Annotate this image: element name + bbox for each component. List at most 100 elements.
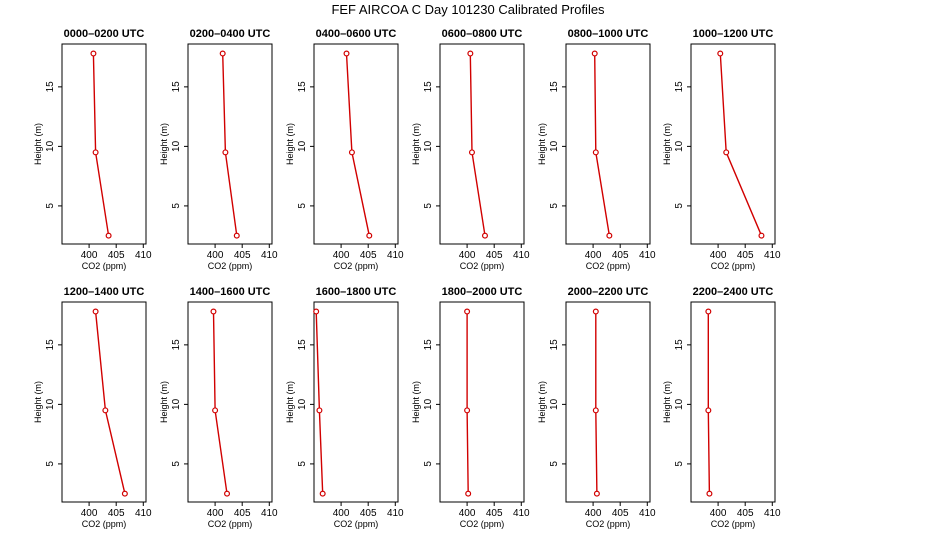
panel-6: 1000–1200 UTC 400 405 410 5 10 15 CO2 (ppm) Heig… [662, 28, 781, 271]
data-point [92, 308, 99, 315]
x-tick-label: 405 [612, 508, 629, 519]
panel-1: 0000–0200 UTC 400 405 410 5 10 15 CO2 (ppm) Heig… [33, 28, 152, 271]
x-axis-label: CO2 (ppm) [208, 519, 253, 529]
y-tick-label: 15 [45, 81, 56, 93]
data-point [348, 149, 355, 156]
panel-title: 2000–2200 UTC [568, 286, 649, 298]
profile-line [595, 311, 598, 494]
x-axis-label: CO2 (ppm) [208, 261, 253, 271]
panel-5: 0800–1000 UTC 400 405 410 5 10 15 CO2 (ppm) Heig… [537, 28, 656, 271]
y-tick-label: 5 [171, 461, 182, 467]
x-tick-label: 410 [387, 250, 404, 261]
y-tick-label: 10 [549, 140, 560, 152]
panel-title: 0400–0600 UTC [316, 28, 397, 40]
x-tick-label: 405 [737, 508, 754, 519]
x-tick-label: 405 [234, 250, 251, 261]
x-axis-label: CO2 (ppm) [586, 261, 631, 271]
profile-line [222, 53, 238, 236]
x-tick-label: 400 [585, 508, 602, 519]
x-tick-label: 405 [486, 250, 503, 261]
x-tick-label: 400 [81, 508, 98, 519]
panel-9: 1600–1800 UTC 400 405 410 5 10 15 CO2 (ppm) Heig… [285, 286, 404, 529]
x-tick-label: 410 [639, 508, 656, 519]
panel-12: 2200–2400 UTC 400 405 410 5 10 15 CO2 (ppm) Heig… [662, 286, 781, 529]
y-axis-label: Height (m) [537, 381, 547, 423]
x-axis-label: CO2 (ppm) [586, 519, 631, 529]
data-point [92, 149, 99, 156]
data-point [481, 232, 488, 239]
data-point [316, 407, 323, 414]
x-tick-label: 410 [639, 250, 656, 261]
data-point [105, 232, 112, 239]
y-axis-label: Height (m) [285, 381, 295, 423]
y-axis-label: Height (m) [662, 381, 672, 423]
y-tick-label: 5 [171, 203, 182, 209]
y-tick-label: 5 [549, 461, 560, 467]
panel-2: 0200–0400 UTC 400 405 410 5 10 15 CO2 (ppm) Heig… [159, 28, 278, 271]
panel-8: 1400–1600 UTC 400 405 410 5 10 15 CO2 (ppm) Heig… [159, 286, 278, 529]
data-point [121, 490, 128, 497]
x-tick-label: 405 [234, 508, 251, 519]
panel-7: 1200–1400 UTC 400 405 410 5 10 15 CO2 (ppm) Heig… [33, 286, 152, 529]
plot-frame [565, 301, 651, 503]
plot-frame [313, 301, 399, 503]
y-axis-label: Height (m) [33, 123, 43, 165]
x-tick-label: 410 [135, 508, 152, 519]
panel-title: 0800–1000 UTC [568, 28, 649, 40]
profile-line [594, 53, 611, 236]
x-tick-label: 400 [207, 250, 224, 261]
panel-title: 1800–2000 UTC [442, 286, 523, 298]
data-point [366, 232, 373, 239]
x-axis-label: CO2 (ppm) [82, 261, 127, 271]
panel-title: 0200–0400 UTC [190, 28, 271, 40]
y-tick-label: 10 [171, 398, 182, 410]
panel-title: 1200–1400 UTC [64, 286, 145, 298]
data-point [706, 490, 713, 497]
figure-title: FEF AIRCOA C Day 101230 Calibrated Profi… [331, 2, 605, 17]
data-point [592, 308, 599, 315]
panel-title: 1600–1800 UTC [316, 286, 397, 298]
x-tick-label: 410 [135, 250, 152, 261]
y-tick-label: 15 [549, 81, 560, 93]
x-axis-label: CO2 (ppm) [334, 519, 379, 529]
y-tick-label: 15 [171, 339, 182, 351]
x-axis-label: CO2 (ppm) [711, 261, 756, 271]
y-tick-label: 5 [45, 461, 56, 467]
plot-frame [61, 43, 147, 245]
y-axis-label: Height (m) [411, 381, 421, 423]
y-tick-label: 10 [549, 398, 560, 410]
profile-line [469, 53, 486, 236]
x-tick-label: 405 [737, 250, 754, 261]
y-tick-label: 10 [674, 398, 685, 410]
y-axis-label: Height (m) [285, 123, 295, 165]
panel-title: 1000–1200 UTC [693, 28, 774, 40]
x-tick-label: 410 [261, 508, 278, 519]
x-axis-label: CO2 (ppm) [460, 519, 505, 529]
y-tick-label: 15 [171, 81, 182, 93]
x-tick-label: 410 [513, 508, 530, 519]
data-point [343, 50, 350, 57]
data-point [222, 149, 229, 156]
x-tick-label: 405 [486, 508, 503, 519]
x-tick-label: 400 [585, 250, 602, 261]
x-tick-label: 405 [360, 250, 377, 261]
y-tick-label: 15 [549, 339, 560, 351]
data-point [592, 407, 599, 414]
panel-10: 1800–2000 UTC 400 405 410 5 10 15 CO2 (ppm) Heig… [411, 286, 530, 529]
x-axis-label: CO2 (ppm) [460, 261, 505, 271]
y-tick-label: 15 [674, 339, 685, 351]
y-tick-label: 10 [674, 140, 685, 152]
y-tick-label: 10 [423, 398, 434, 410]
y-tick-label: 5 [549, 203, 560, 209]
plot-frame [690, 301, 776, 503]
data-point [319, 490, 326, 497]
y-tick-label: 5 [423, 461, 434, 467]
data-point [224, 490, 231, 497]
plot-frame [439, 301, 525, 503]
y-tick-label: 10 [171, 140, 182, 152]
profile-line [315, 311, 324, 494]
y-tick-label: 10 [45, 398, 56, 410]
y-axis-label: Height (m) [159, 123, 169, 165]
data-point [593, 490, 600, 497]
